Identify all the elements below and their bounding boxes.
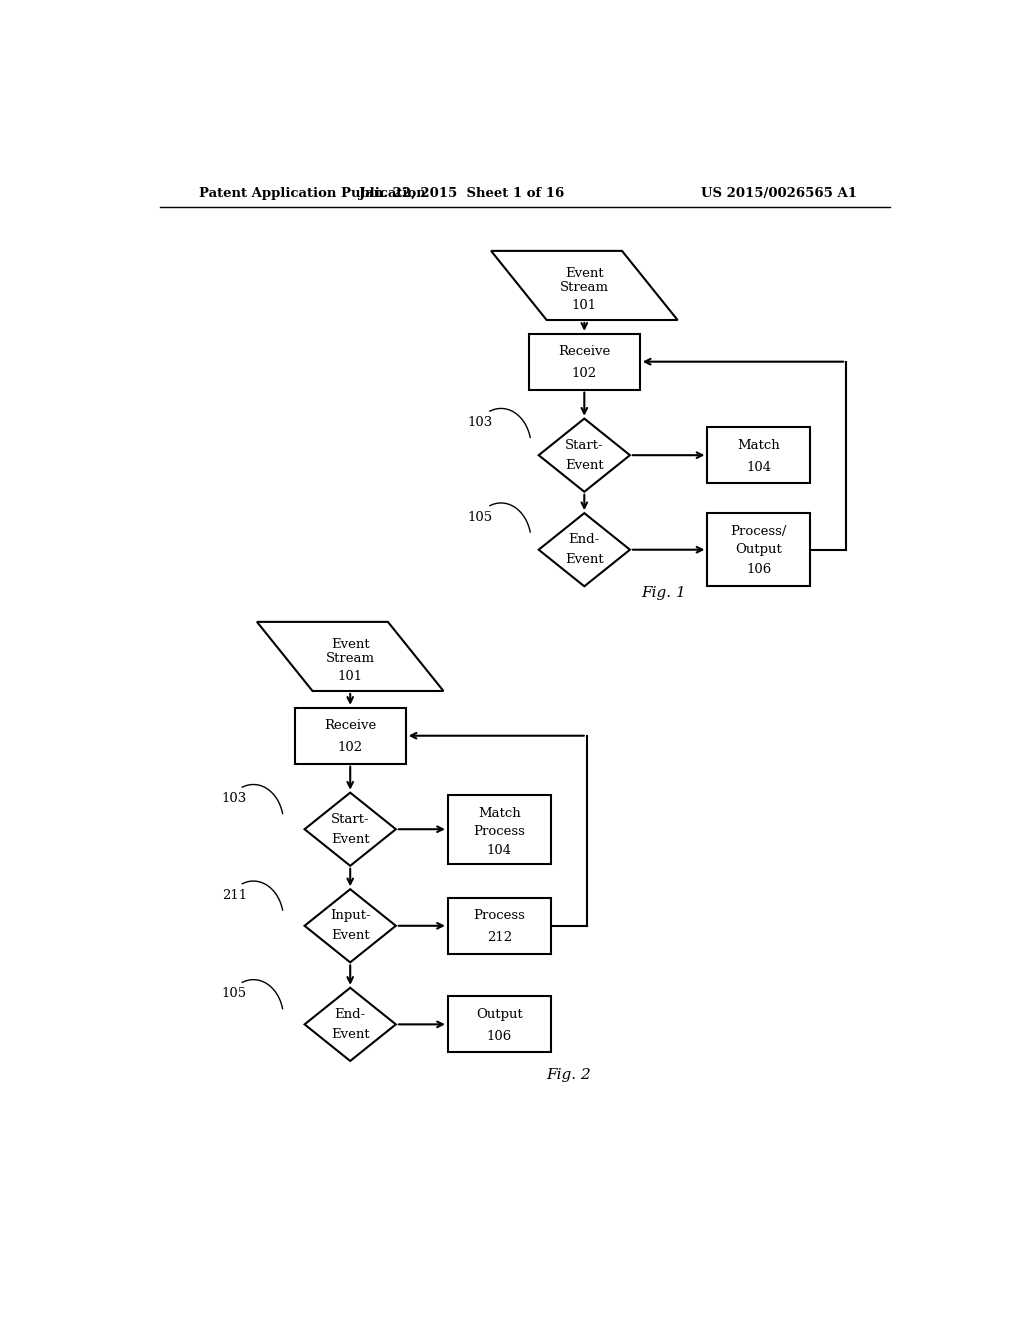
Text: 212: 212 [486,932,512,945]
FancyBboxPatch shape [447,898,551,954]
Text: Event: Event [565,459,603,471]
Text: Event: Event [565,267,603,280]
FancyBboxPatch shape [447,795,551,863]
Text: 102: 102 [338,742,362,755]
Polygon shape [304,890,396,962]
Text: Event: Event [331,833,370,846]
Text: Start-: Start- [565,438,603,451]
FancyBboxPatch shape [528,334,640,389]
Text: 105: 105 [468,511,493,524]
Text: 104: 104 [746,461,771,474]
Text: Fig. 1: Fig. 1 [641,586,686,601]
Polygon shape [304,987,396,1061]
Text: End-: End- [568,533,600,546]
Polygon shape [257,622,443,690]
Text: Receive: Receive [324,719,377,733]
Polygon shape [539,513,630,586]
Text: 103: 103 [468,416,493,429]
Text: Process: Process [473,825,525,838]
Text: Match: Match [737,438,780,451]
FancyBboxPatch shape [708,428,811,483]
Text: Process: Process [473,909,525,923]
Text: Event: Event [331,638,370,651]
Text: 101: 101 [571,300,597,313]
Text: Stream: Stream [560,281,609,294]
Text: Output: Output [476,1007,523,1020]
Text: 106: 106 [486,1030,512,1043]
Polygon shape [304,792,396,866]
Text: 211: 211 [221,888,247,902]
Text: Event: Event [565,553,603,566]
Text: US 2015/0026565 A1: US 2015/0026565 A1 [700,187,857,201]
Text: 104: 104 [486,843,512,857]
Polygon shape [539,418,630,492]
Text: Fig. 2: Fig. 2 [546,1068,591,1082]
Text: Input-: Input- [330,909,371,923]
Text: Start-: Start- [331,813,370,825]
Text: Event: Event [331,1028,370,1041]
Polygon shape [492,251,678,319]
Text: Stream: Stream [326,652,375,665]
Text: 103: 103 [221,792,247,805]
FancyBboxPatch shape [708,513,811,586]
Text: Event: Event [331,929,370,942]
Text: Process/: Process/ [731,525,787,539]
Text: Match: Match [478,808,521,821]
Text: 105: 105 [221,987,247,1001]
Text: Output: Output [735,544,782,556]
FancyBboxPatch shape [447,997,551,1052]
Text: 101: 101 [338,671,362,684]
Text: 102: 102 [571,367,597,380]
Text: End-: End- [335,1007,366,1020]
Text: Jan. 22, 2015  Sheet 1 of 16: Jan. 22, 2015 Sheet 1 of 16 [358,187,564,201]
Text: Patent Application Publication: Patent Application Publication [200,187,426,201]
FancyBboxPatch shape [295,708,406,764]
Text: Receive: Receive [558,345,610,358]
Text: 106: 106 [746,562,771,576]
